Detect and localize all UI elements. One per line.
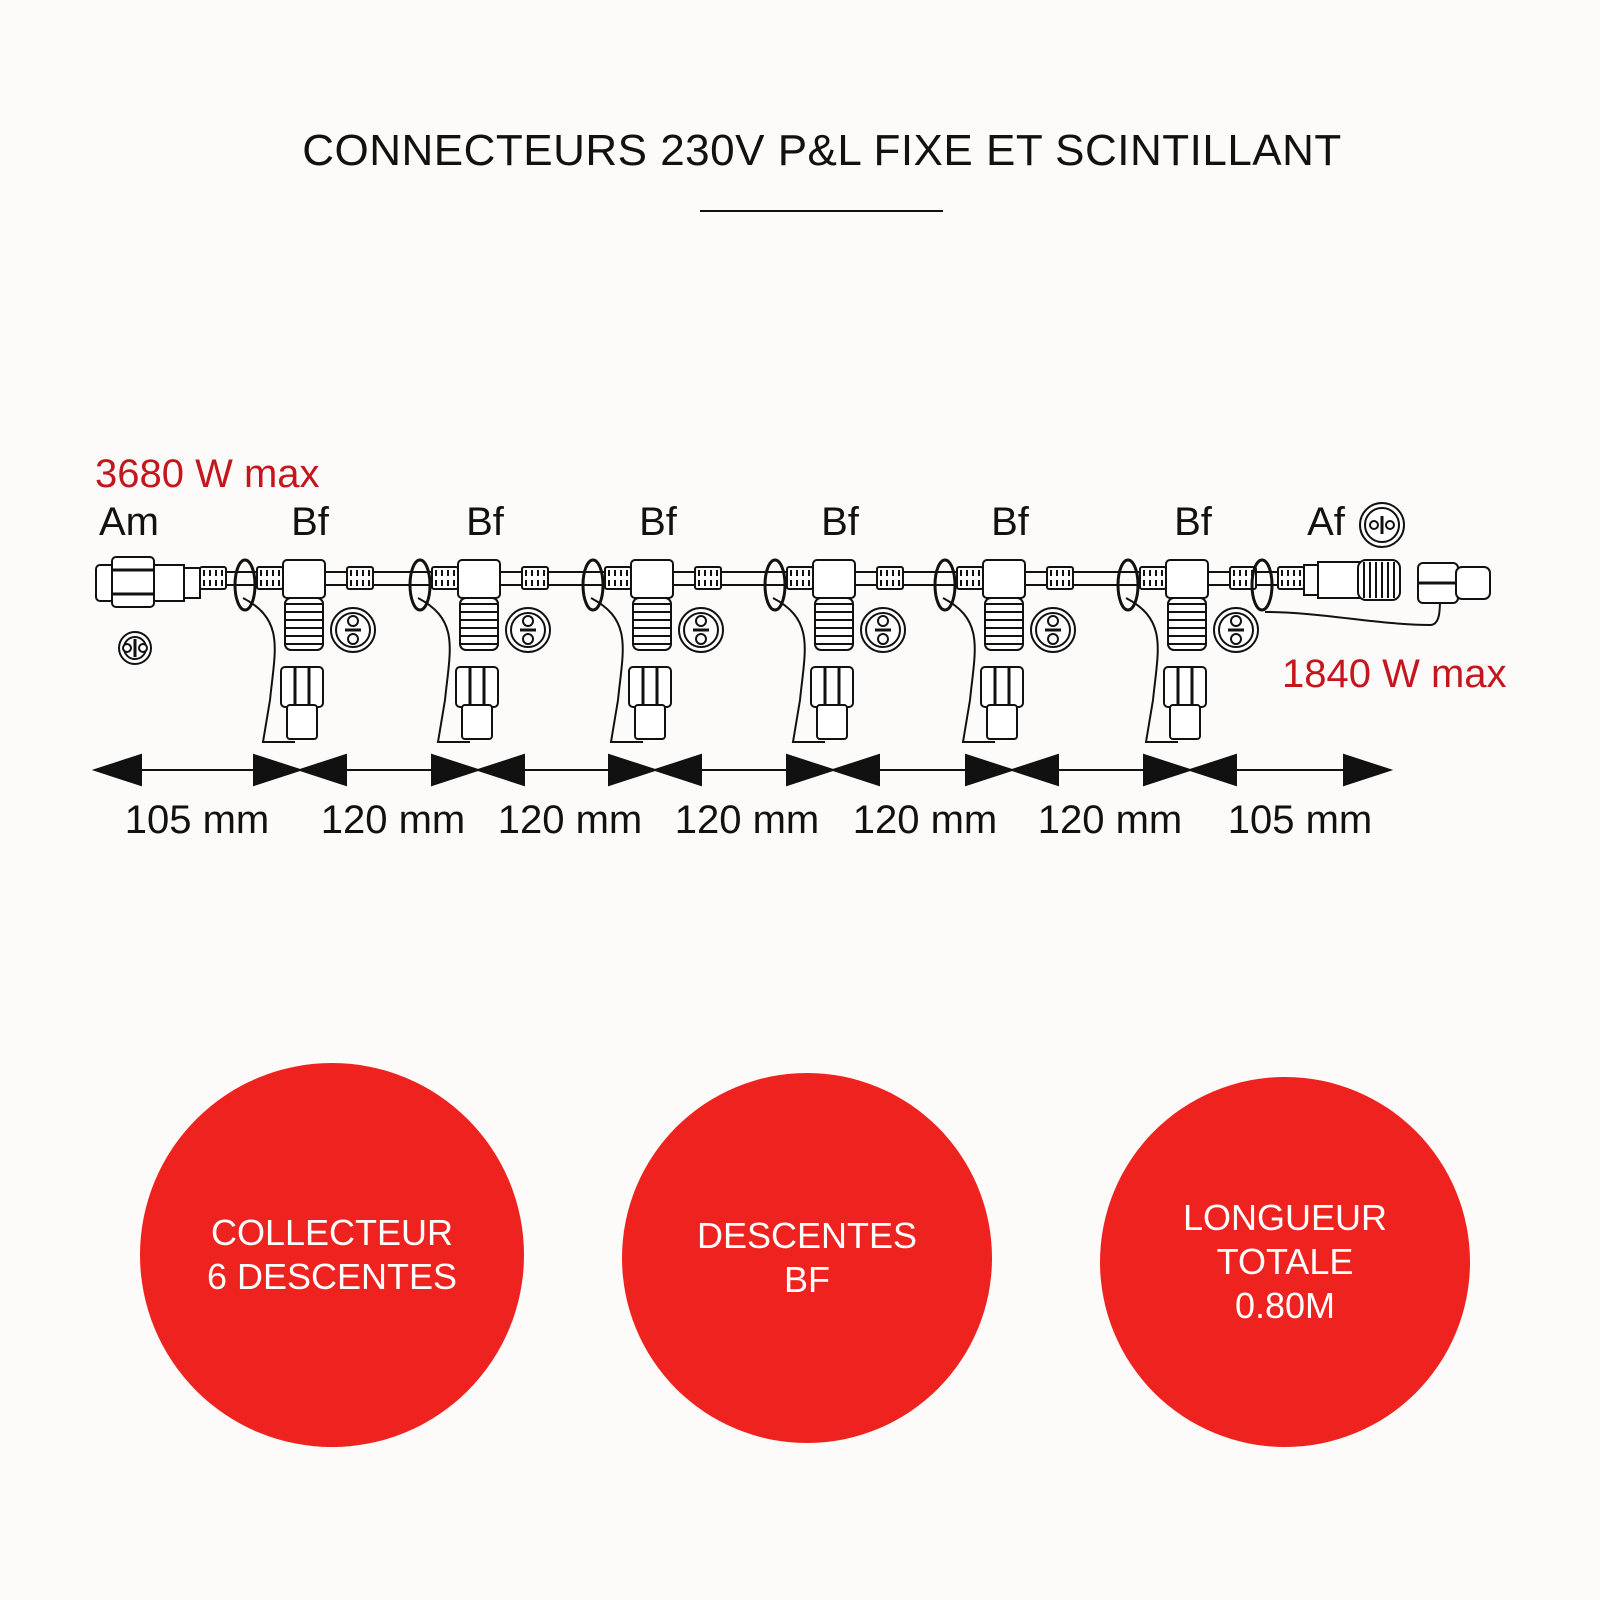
drop-plug-cap xyxy=(280,666,324,708)
feature-text: LONGUEUR xyxy=(1182,1197,1388,1238)
feature-text: BF xyxy=(783,1259,830,1300)
drop-wire xyxy=(242,597,295,743)
t-connector-body xyxy=(1165,559,1209,599)
threaded-socket xyxy=(814,597,854,651)
arrowhead-left xyxy=(474,753,525,787)
arrowhead-left xyxy=(651,753,702,787)
drop-wire xyxy=(942,597,995,743)
drop-plug-cap xyxy=(1163,666,1207,708)
grip xyxy=(346,566,374,590)
feature-text: 6 DESCENTES xyxy=(206,1256,458,1297)
arrowhead-right xyxy=(431,753,482,787)
dimension-label: 120 mm xyxy=(320,798,466,842)
t-connector-body xyxy=(982,559,1026,599)
feature-text: TOTALE xyxy=(1216,1241,1354,1282)
cable-loop xyxy=(408,558,432,612)
grip xyxy=(1229,566,1257,590)
drop-plug-cap xyxy=(628,666,672,708)
cable-loop xyxy=(763,558,787,612)
arrowhead-left xyxy=(829,753,880,787)
arrowhead-left xyxy=(1008,753,1059,787)
threaded-socket xyxy=(284,597,324,651)
cable-loop xyxy=(933,558,957,612)
drop-wire xyxy=(417,597,470,743)
drop-wire xyxy=(590,597,643,743)
drop-connector-label: Bf xyxy=(639,500,677,544)
arrowhead-left xyxy=(91,753,142,787)
page-title: CONNECTEURS 230V P&L FIXE ET SCINTILLANT xyxy=(302,126,1342,175)
arrowhead-left xyxy=(1186,753,1237,787)
cable-loop xyxy=(233,558,257,612)
cable-loop xyxy=(581,558,605,612)
cable-loop xyxy=(1116,558,1140,612)
dimension-label: 120 mm xyxy=(852,798,998,842)
dimension-label: 105 mm xyxy=(1227,798,1373,842)
t-connector-body xyxy=(630,559,674,599)
threaded-socket xyxy=(984,597,1024,651)
drop-plug-body xyxy=(1169,704,1201,740)
output-wire xyxy=(1264,597,1441,627)
arrowhead-right xyxy=(1143,753,1194,787)
feature-circle-drops: DESCENTES BF xyxy=(622,1073,992,1443)
dimension-label: 120 mm xyxy=(497,798,643,842)
drop-plug-body xyxy=(634,704,666,740)
t-connector-body xyxy=(812,559,856,599)
output-power-label: 1840 W max xyxy=(1282,652,1507,696)
threaded-socket xyxy=(1167,597,1207,651)
output-connector-label: Af xyxy=(1307,500,1345,544)
drop-plug-cap xyxy=(980,666,1024,708)
drop-connector-label: Bf xyxy=(991,500,1029,544)
drop-connector-label: Bf xyxy=(821,500,859,544)
grip xyxy=(1046,566,1074,590)
drop-plug-body xyxy=(286,704,318,740)
arrowhead-right xyxy=(608,753,659,787)
input-connector-label: Am xyxy=(99,500,159,544)
grip xyxy=(521,566,549,590)
arrowhead-left xyxy=(296,753,347,787)
dimension-label: 120 mm xyxy=(1037,798,1183,842)
threaded-socket xyxy=(632,597,672,651)
grip xyxy=(199,566,227,590)
threaded-socket xyxy=(459,597,499,651)
drop-connector-label: Bf xyxy=(291,500,329,544)
arrowhead-right xyxy=(965,753,1016,787)
drop-connector-label: Bf xyxy=(1174,500,1212,544)
feature-circle-length: LONGUEUR TOTALE 0.80M xyxy=(1100,1077,1470,1447)
cable-loop xyxy=(1250,558,1274,612)
t-connector-body xyxy=(457,559,501,599)
drop-wire xyxy=(1125,597,1178,743)
input-power-label: 3680 W max xyxy=(95,452,320,496)
connector-diagram xyxy=(91,502,1491,787)
grip xyxy=(876,566,904,590)
grip xyxy=(694,566,722,590)
arrowhead-right xyxy=(786,753,837,787)
drop-wire xyxy=(772,597,825,743)
output-socket xyxy=(1357,559,1401,601)
drop-plug-cap xyxy=(810,666,854,708)
arrowhead-right xyxy=(1343,753,1394,787)
feature-text: DESCENTES xyxy=(696,1215,918,1256)
t-connector-body xyxy=(282,559,326,599)
dimension-label: 120 mm xyxy=(674,798,820,842)
drop-connector-label: Bf xyxy=(466,500,504,544)
feature-circle-collector: COLLECTEUR 6 DESCENTES xyxy=(140,1063,524,1447)
drop-plug-body xyxy=(986,704,1018,740)
drop-plug-body xyxy=(816,704,848,740)
drop-plug-cap xyxy=(455,666,499,708)
drop-plug-body xyxy=(461,704,493,740)
feature-text: COLLECTEUR xyxy=(210,1212,454,1253)
dimension-label: 105 mm xyxy=(124,798,270,842)
title-underline xyxy=(700,210,943,212)
feature-text: 0.80M xyxy=(1234,1285,1336,1326)
arrowhead-right xyxy=(253,753,304,787)
